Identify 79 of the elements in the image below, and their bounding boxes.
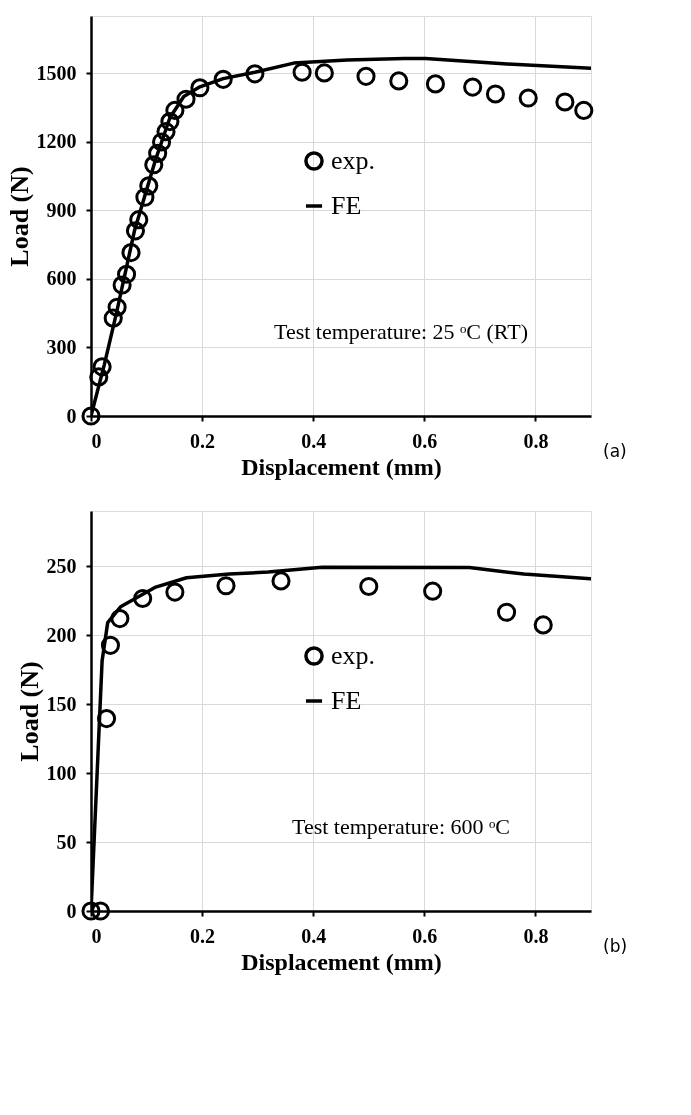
point [518,88,538,108]
point [112,275,132,295]
point [156,122,176,142]
point [148,143,168,163]
point [160,112,180,132]
point [496,602,517,622]
y-tick-label: 50 [56,830,77,853]
point [216,576,236,596]
point [425,74,446,94]
y-tick-label: 1200 [36,130,77,153]
point [100,635,121,655]
x-tick-label: 0.4 [301,924,327,947]
point [423,581,443,601]
point [121,243,141,263]
y-axis-title: Load (N) [14,661,44,762]
text: (b) [603,936,628,956]
y-tick-label: 200 [46,623,77,646]
point [213,69,233,89]
annotation: Test temperature: 25 ᵒC (RT) [274,319,528,344]
x-tick-label: 0.8 [523,924,549,947]
point [389,71,409,91]
x-tick-label: 0 [91,429,102,452]
point [533,615,553,635]
point [129,210,149,230]
point [133,588,153,608]
point [81,901,101,921]
x-axis-title: Displacement (mm) [241,453,442,480]
point [92,357,112,377]
point [110,609,130,629]
point [292,62,312,82]
point [574,100,594,120]
point [96,709,117,729]
x-tick-label: 0.6 [412,429,438,452]
y-tick-label: 250 [46,554,77,577]
x-axis-title: Displacement (mm) [241,948,442,975]
point [139,176,159,196]
point [359,576,379,596]
y-tick-label: 1500 [36,61,77,84]
point [144,155,164,175]
point [314,63,334,83]
point [90,901,111,921]
x-tick-label: 0.2 [190,924,216,947]
point [356,66,376,86]
y-tick-label: 150 [46,692,77,715]
point [271,571,291,591]
x-tick-label: 0.2 [190,429,216,452]
point [125,221,146,241]
y-tick-label: 900 [46,198,77,221]
point [463,77,483,97]
point [116,264,137,284]
point [165,100,185,120]
legend-label: FE [331,191,362,220]
point [165,582,185,602]
y-tick-label: 300 [46,335,77,358]
x-tick-label: 0 [91,924,102,947]
point [103,308,123,328]
point [245,64,265,84]
legend-label: FE [331,686,362,715]
text: (a) [603,441,627,461]
x-tick-label: 0.6 [412,924,438,947]
legend-label: exp. [331,641,376,670]
y-tick-label: 100 [46,761,77,784]
point [81,406,101,426]
y-tick-label: 0 [66,899,77,922]
legend-label: exp. [331,146,376,175]
point [190,78,210,98]
point [89,367,109,387]
point [485,84,506,104]
y-tick-label: 600 [46,267,77,290]
point [107,297,127,317]
x-tick-label: 0.8 [523,429,549,452]
annotation: Test temperature: 600 ᵒC [291,814,511,839]
y-axis-title: Load (N) [4,166,34,267]
point [176,89,196,109]
y-tick-label: 0 [66,404,77,427]
point [135,187,155,207]
x-tick-label: 0.4 [301,429,327,452]
point [151,132,172,152]
point [555,92,575,112]
